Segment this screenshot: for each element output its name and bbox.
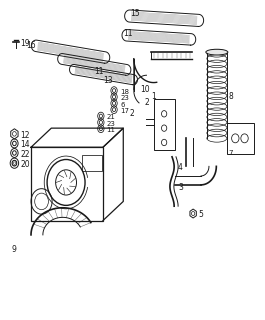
Text: 12: 12: [20, 131, 30, 140]
Text: 19: 19: [20, 39, 30, 48]
Bar: [31, 147, 103, 220]
Text: 1: 1: [152, 92, 156, 101]
Text: 2: 2: [144, 98, 149, 107]
Text: 16: 16: [26, 41, 35, 51]
Bar: [227, 123, 254, 154]
Bar: [82, 155, 101, 171]
Text: 14: 14: [20, 140, 30, 149]
Text: 17: 17: [120, 108, 129, 114]
Text: 20: 20: [20, 160, 30, 169]
Text: 21: 21: [106, 114, 115, 120]
Text: 18: 18: [120, 89, 129, 95]
Text: 8: 8: [229, 92, 233, 101]
Text: 11: 11: [123, 29, 133, 38]
Text: 23: 23: [106, 121, 115, 127]
Text: 23: 23: [120, 95, 129, 101]
Ellipse shape: [206, 49, 228, 55]
Text: 2: 2: [129, 109, 134, 118]
Text: 11: 11: [94, 67, 104, 76]
Text: 11: 11: [106, 127, 115, 133]
Text: 13: 13: [103, 76, 113, 85]
Bar: [154, 100, 175, 150]
Text: 5: 5: [198, 210, 203, 219]
Text: 9: 9: [11, 245, 16, 254]
Text: 3: 3: [178, 183, 183, 192]
Text: 10: 10: [140, 85, 150, 94]
Text: 6: 6: [120, 101, 125, 108]
Text: 7: 7: [228, 150, 232, 156]
Text: 4: 4: [178, 164, 183, 172]
Text: 22: 22: [20, 150, 30, 159]
Text: 15: 15: [130, 9, 139, 18]
